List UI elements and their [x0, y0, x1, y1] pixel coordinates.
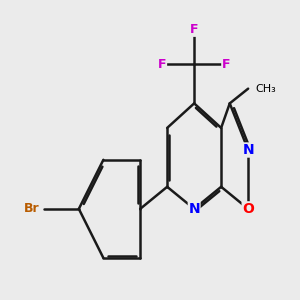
Text: F: F	[190, 23, 198, 36]
Text: Br: Br	[24, 202, 40, 215]
Text: N: N	[242, 143, 254, 157]
Text: O: O	[242, 202, 254, 216]
Text: N: N	[188, 202, 200, 216]
Text: F: F	[222, 58, 230, 70]
Text: F: F	[158, 58, 166, 70]
Text: CH₃: CH₃	[256, 84, 276, 94]
